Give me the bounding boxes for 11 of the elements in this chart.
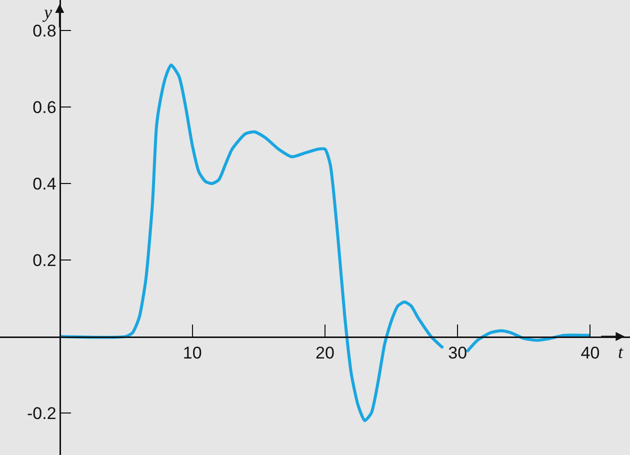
y-tick-label: 0.8: [32, 22, 56, 41]
x-tick-label: 30: [448, 343, 468, 362]
x-tick-label: 10: [182, 343, 202, 362]
y-tick-label: 0.2: [32, 250, 56, 270]
y-tick-label: -0.2: [26, 404, 56, 423]
y-tick-label: 0.4: [32, 174, 56, 194]
x-tick-label: 40: [580, 343, 600, 362]
y-tick-label: 0.6: [32, 98, 56, 118]
y-axis-title: y: [42, 2, 52, 22]
x-axis-title: t: [618, 342, 624, 362]
x-tick-label: 20: [315, 343, 334, 362]
